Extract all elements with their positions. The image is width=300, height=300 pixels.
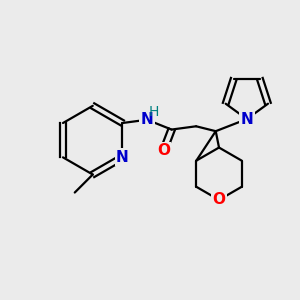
Text: O: O bbox=[157, 143, 170, 158]
Text: N: N bbox=[116, 150, 129, 165]
Text: H: H bbox=[149, 105, 159, 118]
Text: N: N bbox=[141, 112, 153, 127]
Text: N: N bbox=[240, 112, 253, 127]
Text: O: O bbox=[212, 192, 226, 207]
